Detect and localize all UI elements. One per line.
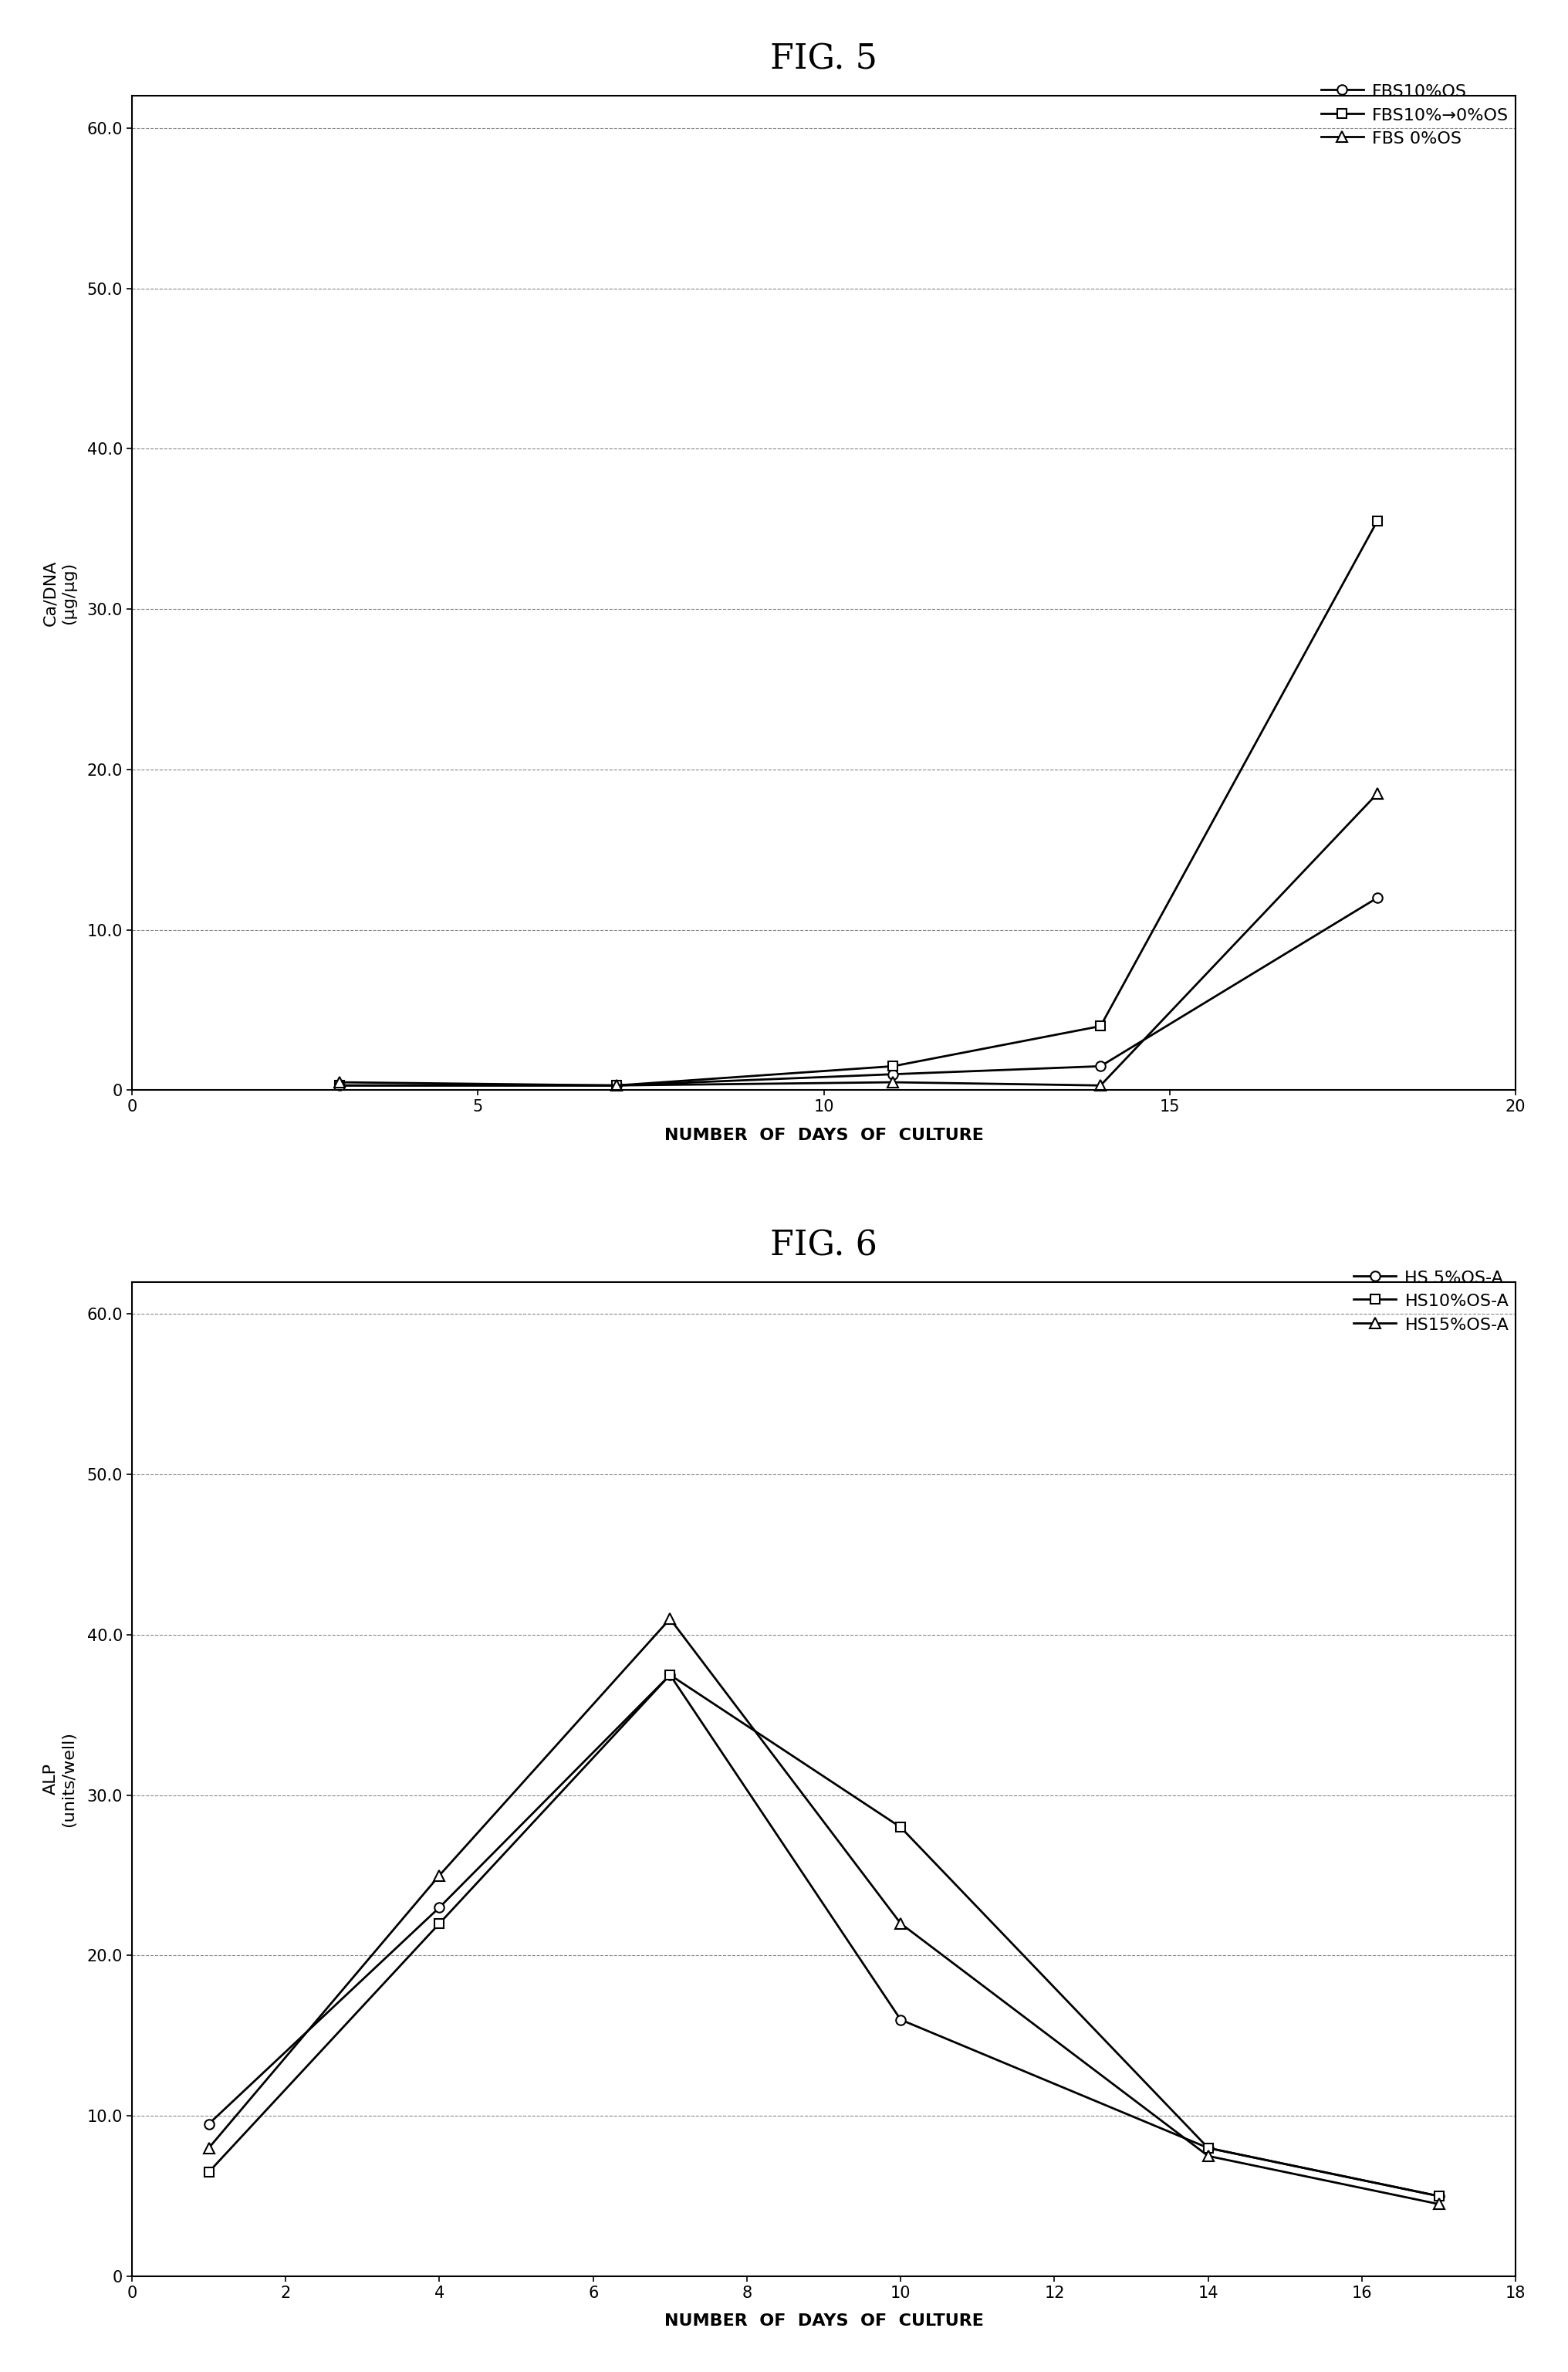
- HS10%OS-A: [1428, 2182, 1447, 2211]
- Y-axis label: Ca/DNA
(μg/μg): Ca/DNA (μg/μg): [42, 560, 77, 626]
- HS15%OS-A: [1428, 2189, 1447, 2218]
- HS15%OS-A: [1198, 2142, 1217, 2170]
- FBS10%OS: [1367, 885, 1386, 913]
- Line: FBS 0%OS: FBS 0%OS: [334, 788, 1381, 1091]
- Legend: FBS10%OS, FBS10%→0%OS, FBS 0%OS: FBS10%OS, FBS10%→0%OS, FBS 0%OS: [1312, 76, 1515, 154]
- HS10%OS-A: [891, 1812, 909, 1841]
- HS10%OS-A: [199, 2159, 218, 2187]
- HS 5%OS-A: [660, 1660, 679, 1689]
- FBS10%→0%OS: [607, 1072, 626, 1101]
- FBS 0%OS: [883, 1067, 902, 1096]
- Legend: HS 5%OS-A, HS10%OS-A, HS15%OS-A: HS 5%OS-A, HS10%OS-A, HS15%OS-A: [1345, 1262, 1515, 1340]
- FBS10%OS: [883, 1060, 902, 1089]
- HS15%OS-A: [891, 1909, 909, 1938]
- Line: HS10%OS-A: HS10%OS-A: [204, 1670, 1443, 2201]
- HS 5%OS-A: [1198, 2135, 1217, 2163]
- FBS 0%OS: [1091, 1072, 1110, 1101]
- Line: FBS10%OS: FBS10%OS: [334, 892, 1381, 1091]
- HS 5%OS-A: [891, 2004, 909, 2033]
- FBS 0%OS: [607, 1072, 626, 1101]
- HS10%OS-A: [430, 1909, 448, 1938]
- Y-axis label: ALP
(units/well): ALP (units/well): [42, 1732, 77, 1826]
- Line: FBS10%→0%OS: FBS10%→0%OS: [334, 517, 1381, 1091]
- Title: FIG. 6: FIG. 6: [770, 1229, 877, 1262]
- FBS10%→0%OS: [883, 1051, 902, 1079]
- HS10%OS-A: [660, 1660, 679, 1689]
- FBS 0%OS: [1367, 780, 1386, 809]
- FBS 0%OS: [329, 1067, 348, 1096]
- Title: FIG. 5: FIG. 5: [770, 43, 877, 76]
- X-axis label: NUMBER  OF  DAYS  OF  CULTURE: NUMBER OF DAYS OF CULTURE: [663, 1127, 983, 1143]
- HS15%OS-A: [660, 1603, 679, 1632]
- Line: HS15%OS-A: HS15%OS-A: [204, 1613, 1444, 2208]
- FBS10%→0%OS: [1367, 508, 1386, 536]
- HS15%OS-A: [199, 2135, 218, 2163]
- HS 5%OS-A: [199, 2109, 218, 2137]
- X-axis label: NUMBER  OF  DAYS  OF  CULTURE: NUMBER OF DAYS OF CULTURE: [663, 2313, 983, 2329]
- HS 5%OS-A: [430, 1893, 448, 1921]
- FBS10%→0%OS: [329, 1072, 348, 1101]
- FBS10%OS: [607, 1072, 626, 1101]
- HS10%OS-A: [1198, 2135, 1217, 2163]
- Line: HS 5%OS-A: HS 5%OS-A: [204, 1670, 1443, 2201]
- FBS10%OS: [1091, 1051, 1110, 1079]
- FBS10%→0%OS: [1091, 1013, 1110, 1041]
- HS15%OS-A: [430, 1862, 448, 1890]
- FBS10%OS: [329, 1072, 348, 1101]
- HS 5%OS-A: [1428, 2182, 1447, 2211]
